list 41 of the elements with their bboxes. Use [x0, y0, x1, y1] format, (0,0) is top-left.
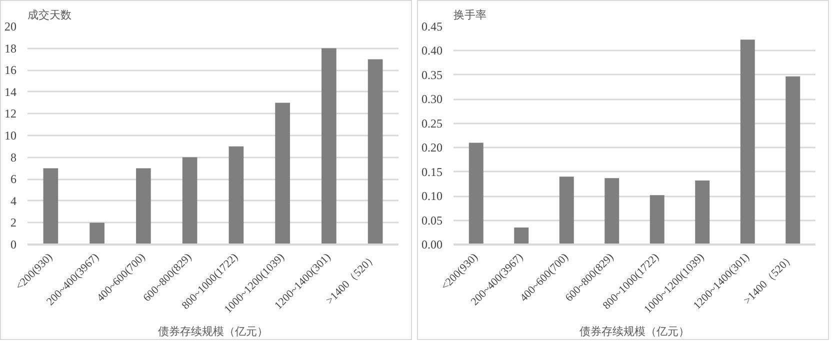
bar	[650, 195, 664, 244]
bar	[604, 178, 620, 244]
x-axis-title: 债券存续规模（亿元）	[580, 325, 690, 338]
x-axis-title: 债券存续规模（亿元）	[158, 325, 268, 338]
y-tick-label: 14	[4, 84, 16, 99]
y-axis-title: 成交天数	[28, 8, 72, 22]
y-tick-label: 0.15	[422, 164, 442, 179]
bar	[368, 59, 383, 244]
bar	[90, 222, 104, 244]
y-tick-label: 0	[10, 238, 16, 252]
bar	[740, 40, 755, 244]
y-tick-label: 12	[4, 106, 16, 121]
y-tick-label: 0.35	[422, 68, 442, 82]
bar	[275, 102, 290, 244]
y-tick-label: 0.45	[422, 20, 442, 34]
bar	[786, 76, 800, 244]
bar	[695, 180, 710, 244]
y-tick-label: 20	[4, 20, 16, 34]
y-tick-label: 0.00	[422, 238, 442, 252]
y-tick-label: 0.25	[422, 116, 442, 130]
bar	[322, 48, 336, 244]
bar	[468, 142, 484, 244]
y-tick-label: 0.10	[422, 189, 442, 204]
bar	[136, 168, 151, 244]
y-tick-label: 0.30	[422, 92, 442, 106]
bar	[228, 146, 244, 244]
bar	[182, 157, 198, 244]
y-tick-label: 8	[10, 150, 16, 164]
y-tick-label: 10	[4, 128, 16, 142]
y-tick-label: 0.20	[422, 140, 442, 155]
bar	[514, 228, 529, 244]
y-tick-label: 2	[10, 216, 16, 230]
bar	[559, 176, 574, 244]
y-tick-label: 18	[4, 41, 16, 56]
y-tick-label: 0.05	[422, 213, 442, 228]
y-tick-label: 16	[4, 63, 16, 78]
y-axis-title: 换手率	[454, 8, 486, 22]
y-tick-label: 6	[10, 172, 16, 186]
bar	[43, 168, 58, 244]
y-tick-label: 4	[10, 194, 16, 208]
y-tick-label: 0.40	[422, 44, 442, 58]
